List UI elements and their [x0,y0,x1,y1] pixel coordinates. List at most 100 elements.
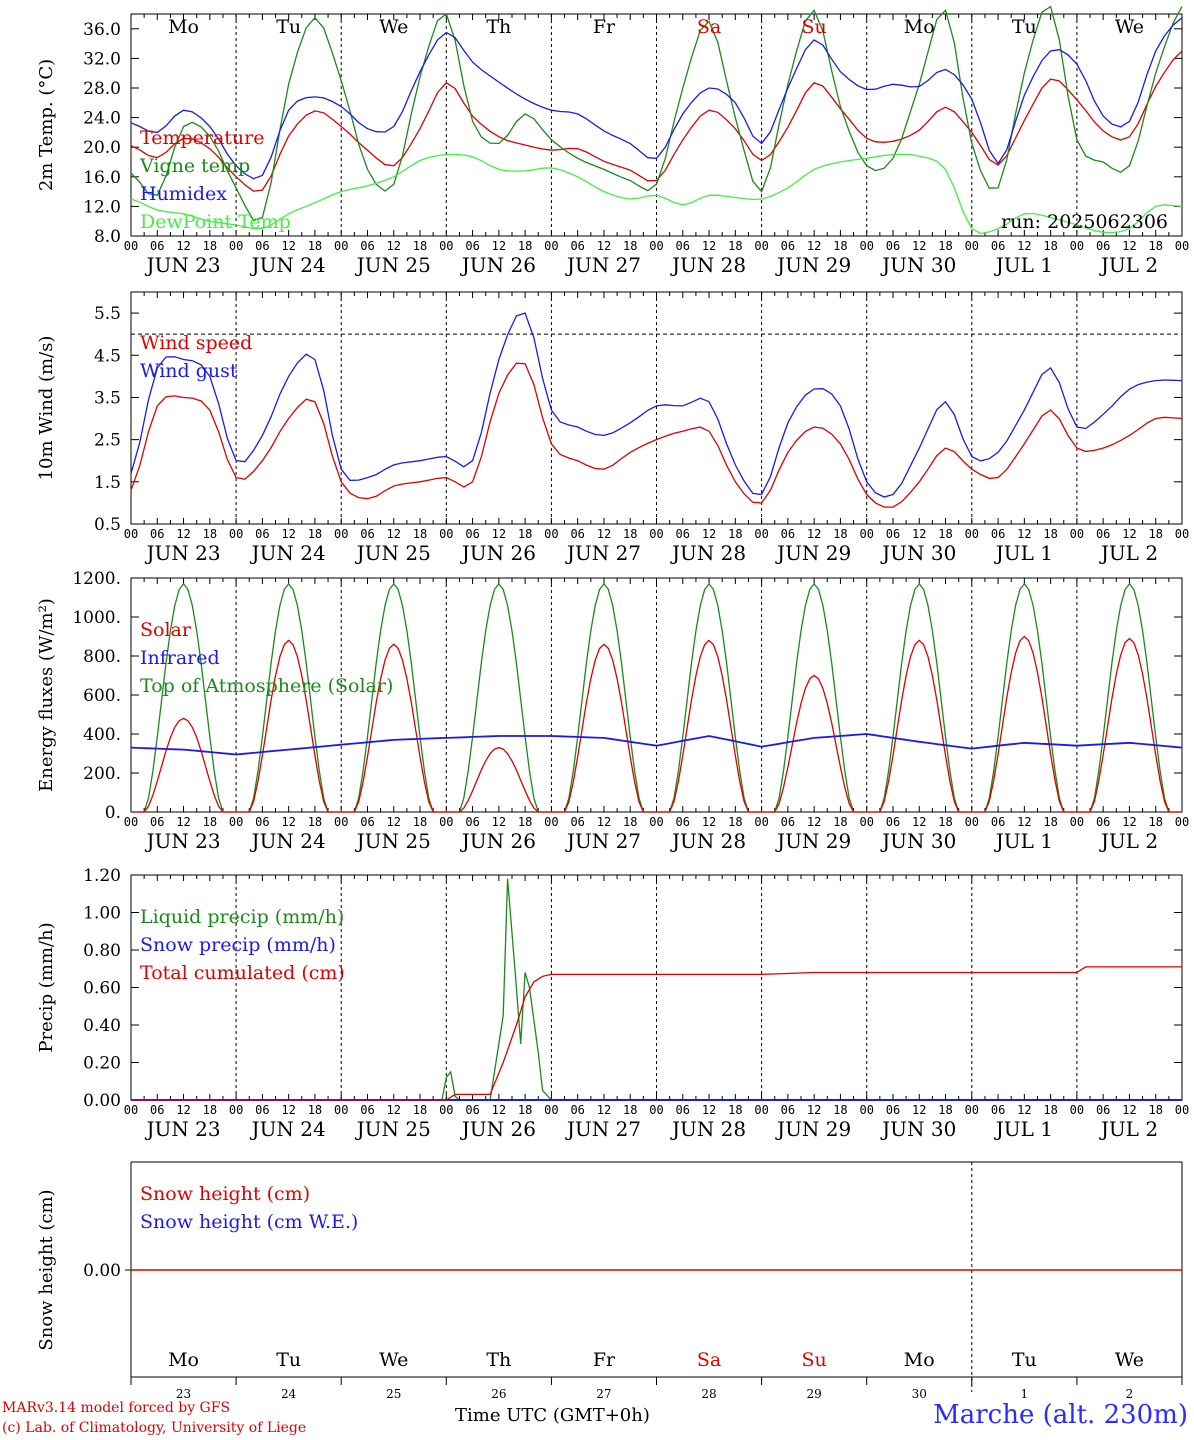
temp-hour-label: 12 [597,239,611,253]
energy-hour-label: 00 [229,815,243,829]
wind-hour-label: 06 [360,527,374,541]
time-axis-label: Time UTC (GMT+0h) [455,1405,650,1426]
wind-hour-label: 00 [229,527,243,541]
precip-hour-label: 12 [176,1103,190,1117]
wind-hour-label: 18 [728,527,742,541]
temp-hour-label: 00 [859,239,873,253]
precip-hour-label: 18 [833,1103,847,1117]
precip-hour-label: 00 [965,1103,979,1117]
precip-legend-entry: Total cumulated (cm) [140,962,345,984]
wind-hour-label: 06 [676,527,690,541]
energy-date-label: JUN 27 [565,829,641,853]
weekday-label-bottom: Tu [1012,1349,1037,1371]
wind-date-label: JUL 1 [994,541,1053,565]
precip-ytick-label: 0.40 [83,1016,121,1036]
energy-hour-label: 00 [439,815,453,829]
wind-hour-label: 12 [702,527,716,541]
precip-hour-label: 06 [360,1103,374,1117]
wind-hour-label: 06 [570,527,584,541]
precip-hour-label: 00 [334,1103,348,1117]
wind-hour-label: 12 [597,527,611,541]
precip-hour-label: 06 [465,1103,479,1117]
energy-hour-label: 00 [334,815,348,829]
energy-ytick-label: 0. [105,803,121,823]
temp-hour-label: 06 [150,239,164,253]
temp-hour-label: 18 [623,239,637,253]
precip-date-label: JUN 30 [880,1117,956,1141]
precip-ytick-label: 0.20 [83,1054,121,1074]
precip-hour-label: 06 [781,1103,795,1117]
wind-hour-label: 18 [1043,527,1057,541]
precip-hour-label: 18 [623,1103,637,1117]
precip-hour-label: 12 [387,1103,401,1117]
precip-hour-label: 00 [439,1103,453,1117]
day-number-label: 1 [1021,1387,1029,1401]
wind-hour-label: 00 [439,527,453,541]
temp-date-label: JUN 29 [775,253,851,277]
snow-ylabel: Snow height (cm) [36,1189,57,1350]
day-number-label: 2 [1126,1387,1134,1401]
day-number-label: 24 [281,1387,297,1401]
temp-ytick-label: 28.0 [83,79,121,99]
wind-hour-label: 12 [1122,527,1136,541]
precip-hour-label: 18 [308,1103,322,1117]
energy-hour-label: 06 [991,815,1005,829]
precip-ytick-label: 0.00 [83,1091,121,1111]
energy-date-label: JUN 29 [775,829,851,853]
weekday-label-bottom: Th [486,1349,511,1371]
wind-hour-label: 00 [1070,527,1084,541]
temp-date-label: JUL 1 [994,253,1053,277]
wind-ytick-label: 5.5 [94,304,121,324]
weekday-label-bottom: Mo [904,1349,935,1371]
wind-hour-label: 00 [124,527,138,541]
wind-date-label: JUN 27 [565,541,641,565]
wind-ytick-label: 0.5 [94,515,121,535]
temp-hour-label: 12 [492,239,506,253]
wind-ylabel: 10m Wind (m/s) [36,336,57,481]
snow-legend-entry: Snow height (cm) [140,1183,310,1205]
energy-hour-label: 18 [518,815,532,829]
temp-line-humidex [130,17,1183,180]
energy-ytick-label: 600. [83,686,121,706]
energy-date-label: JUL 1 [994,829,1053,853]
wind-hour-label: 12 [387,527,401,541]
wind-hour-label: 12 [912,527,926,541]
temp-line-vigne-temp [130,5,1183,222]
weekday-label-bottom: Su [802,1349,827,1371]
precip-hour-label: 06 [150,1103,164,1117]
precip-hour-label: 06 [991,1103,1005,1117]
temp-hour-label: 18 [833,239,847,253]
temp-hour-label: 06 [465,239,479,253]
temp-legend-entry: Temperature [140,127,264,149]
energy-hour-label: 00 [1070,815,1084,829]
wind-hour-label: 06 [781,527,795,541]
weekday-label-top: We [1115,16,1144,38]
wind-hour-label: 18 [308,527,322,541]
precip-date-label: JUN 25 [355,1117,431,1141]
wind-legend-entry: Wind gust [140,360,238,382]
credit-lab: (c) Lab. of Climatology, University of L… [2,1420,307,1436]
energy-date-label: JUN 26 [460,829,536,853]
temp-hour-label: 06 [360,239,374,253]
wind-hour-label: 00 [859,527,873,541]
wind-legend-entry: Wind speed [140,332,252,354]
temp-legend-entry: Vigne temp [139,155,250,177]
precip-hour-label: 00 [1175,1103,1189,1117]
temp-ytick-label: 12.0 [83,197,121,217]
temp-hour-label: 06 [570,239,584,253]
precip-hour-label: 18 [1043,1103,1057,1117]
weekday-label-top: Su [802,16,827,38]
day-number-label: 26 [491,1387,506,1401]
weekday-label-bottom: Tu [276,1349,301,1371]
energy-ytick-label: 200. [83,764,121,784]
run-annotation: run: 2025062306 [1001,211,1168,233]
wind-hour-label: 00 [754,527,768,541]
energy-hour-label: 12 [597,815,611,829]
precip-hour-label: 00 [649,1103,663,1117]
precip-hour-label: 00 [754,1103,768,1117]
temp-date-label: JUN 27 [565,253,641,277]
day-number-label: 27 [596,1387,611,1401]
energy-line-solar [131,635,1182,813]
temp-hour-label: 12 [912,239,926,253]
wind-date-label: JUN 25 [355,541,431,565]
